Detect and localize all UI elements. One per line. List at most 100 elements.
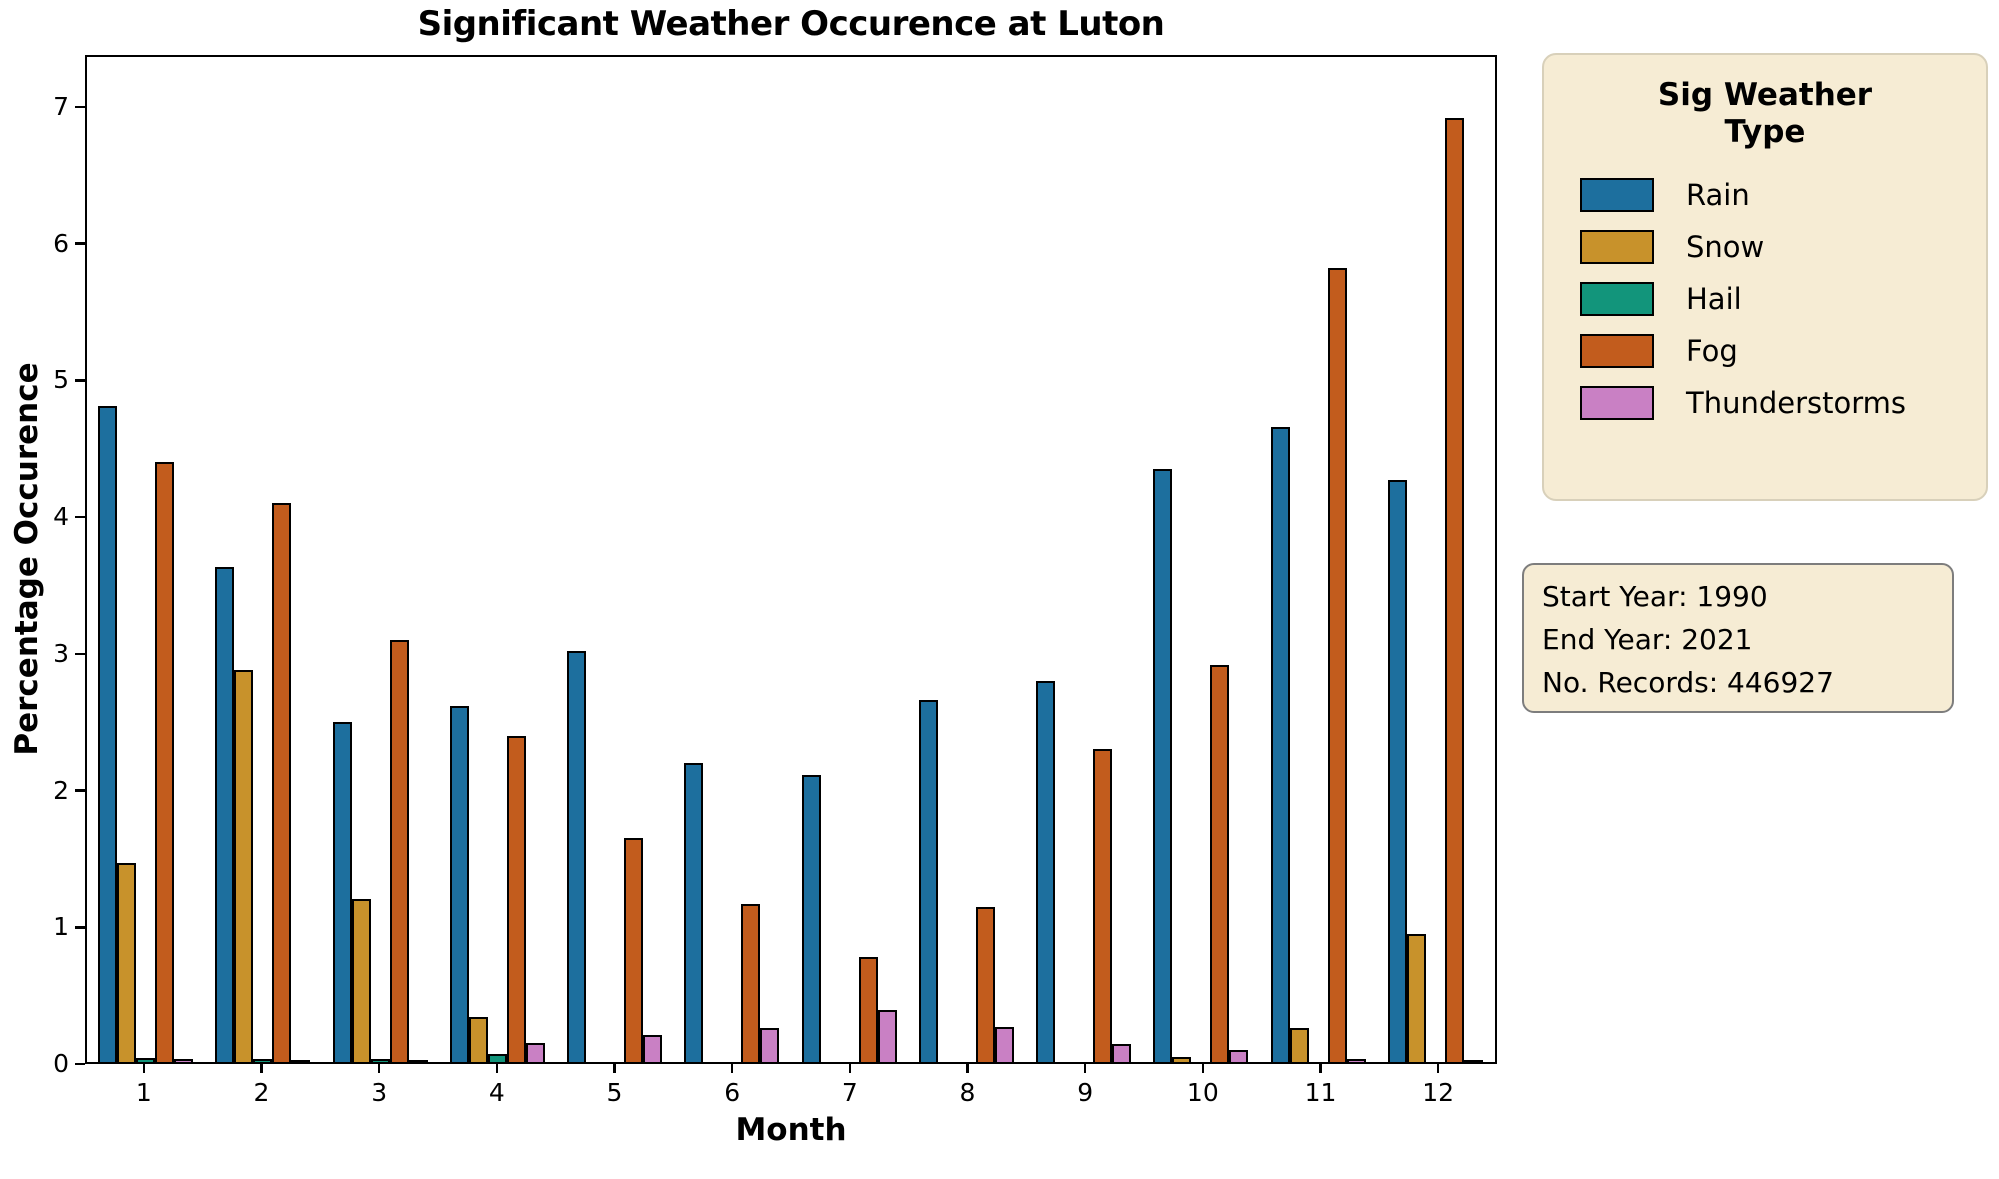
x-tick-label-6: 6 [724, 1078, 741, 1107]
info-line-start-year: Start Year: 1990 [1542, 580, 1768, 613]
x-tick-label-3: 3 [371, 1078, 388, 1107]
bar-rain-month-5 [567, 651, 587, 1062]
bar-rain-month-4 [449, 705, 469, 1062]
bar-group-month-1 [98, 58, 194, 1062]
bar-group-month-6 [684, 58, 780, 1062]
bar-rain-month-1 [98, 406, 118, 1062]
bar-rain-month-2 [215, 566, 235, 1062]
x-tick-label-8: 8 [959, 1078, 976, 1107]
bar-hail-month-3 [370, 1059, 390, 1062]
x-tick-mark-3 [377, 1064, 381, 1073]
info-box: Start Year: 1990 End Year: 2021 No. Reco… [1522, 563, 1954, 713]
info-line-records: No. Records: 446927 [1542, 666, 1834, 699]
bar-thunderstorms-month-9 [1112, 1044, 1132, 1062]
bar-group-month-5 [567, 58, 663, 1062]
x-tick-mark-8 [966, 1064, 969, 1073]
legend-title: Sig Weather Type [1544, 77, 1986, 151]
legend-title-line-1: Sig Weather [1657, 77, 1873, 113]
bar-thunderstorms-month-4 [525, 1042, 545, 1062]
legend-item-thunderstorms: Thunderstorms [1544, 377, 1986, 429]
bar-fog-month-2 [272, 502, 292, 1062]
bar-fog-month-5 [624, 837, 644, 1062]
x-tick-mark-6 [730, 1064, 734, 1073]
x-tick-label-2: 2 [253, 1078, 270, 1107]
bar-fog-month-8 [975, 906, 995, 1062]
x-tick-label-12: 12 [1422, 1078, 1455, 1107]
bar-snow-month-2 [234, 670, 254, 1062]
bar-thunderstorms-month-5 [643, 1034, 663, 1062]
legend-swatch-thunderstorms [1580, 386, 1654, 420]
y-tick-mark-1 [75, 926, 85, 929]
x-tick-label-9: 9 [1077, 1078, 1094, 1107]
bar-group-month-12 [1387, 58, 1483, 1062]
legend-label-fog: Fog [1686, 334, 1738, 368]
bar-snow-month-4 [468, 1017, 488, 1062]
x-tick-label-11: 11 [1304, 1078, 1337, 1107]
bar-fog-month-3 [389, 640, 409, 1062]
y-tick-label-5: 5 [53, 365, 69, 395]
legend-label-rain: Rain [1686, 178, 1750, 212]
y-tick-label-3: 3 [53, 638, 69, 668]
x-tick-label-7: 7 [841, 1078, 858, 1107]
legend: Sig Weather Type Rain Snow Hail Fog Thunders… [1542, 53, 1988, 501]
bar-thunderstorms-month-11 [1346, 1059, 1366, 1062]
bar-snow-month-10 [1172, 1056, 1192, 1062]
legend-label-snow: Snow [1686, 230, 1765, 264]
x-tick-mark-7 [848, 1064, 852, 1073]
bar-hail-month-2 [253, 1059, 273, 1062]
legend-label-hail: Hail [1686, 282, 1742, 316]
bar-snow-month-1 [117, 863, 137, 1062]
bar-thunderstorms-month-2 [291, 1059, 311, 1062]
bar-fog-month-9 [1093, 749, 1113, 1062]
x-tick-mark-5 [613, 1064, 616, 1073]
bar-snow-month-12 [1406, 934, 1426, 1062]
x-tick-mark-1 [142, 1064, 146, 1073]
bar-thunderstorms-month-12 [1463, 1059, 1483, 1062]
x-tick-mark-4 [495, 1064, 499, 1073]
bar-thunderstorms-month-1 [174, 1059, 194, 1062]
y-tick-label-1: 1 [53, 912, 69, 942]
bar-fog-month-12 [1444, 117, 1464, 1062]
legend-swatch-snow [1580, 230, 1654, 264]
y-tick-label-4: 4 [53, 502, 69, 532]
bar-fog-month-1 [155, 462, 175, 1062]
bar-rain-month-10 [1153, 468, 1173, 1062]
bar-rain-month-11 [1270, 426, 1290, 1062]
bar-rain-month-9 [1036, 681, 1056, 1062]
bar-rain-month-12 [1387, 479, 1407, 1062]
y-tick-label-7: 7 [53, 91, 69, 121]
legend-items: Rain Snow Hail Fog Thunderstorms [1544, 169, 1986, 429]
x-tick-mark-10 [1201, 1064, 1205, 1073]
bar-group-month-9 [1036, 58, 1132, 1062]
bar-rain-month-3 [332, 721, 352, 1062]
legend-swatch-rain [1580, 178, 1654, 212]
x-tick-label-4: 4 [488, 1078, 505, 1107]
y-tick-mark-4 [75, 515, 85, 519]
y-tick-mark-7 [75, 105, 85, 109]
y-tick-mark-0 [75, 1062, 85, 1066]
x-tick-label-5: 5 [606, 1078, 623, 1107]
x-axis-title: Month [735, 1112, 847, 1148]
bar-rain-month-7 [801, 774, 821, 1062]
bar-group-month-11 [1270, 58, 1366, 1062]
legend-title-line-2: Type [1724, 114, 1806, 150]
x-tick-label-1: 1 [135, 1078, 152, 1107]
bar-thunderstorms-month-8 [994, 1026, 1014, 1062]
y-tick-mark-5 [75, 379, 85, 382]
legend-item-rain: Rain [1544, 169, 1986, 221]
bar-rain-month-6 [684, 762, 704, 1062]
bar-group-month-2 [215, 58, 311, 1062]
y-tick-mark-3 [75, 652, 85, 656]
x-tick-mark-12 [1436, 1064, 1440, 1073]
legend-item-fog: Fog [1544, 325, 1986, 377]
bar-fog-month-10 [1210, 664, 1230, 1062]
y-axis-title: Percentage Occurence [9, 362, 45, 756]
legend-label-thunderstorms: Thunderstorms [1686, 386, 1907, 420]
plot-area [85, 55, 1497, 1064]
bar-snow-month-11 [1289, 1028, 1309, 1062]
chart-title: Significant Weather Occurence at Luton [417, 4, 1165, 44]
bar-group-month-10 [1153, 58, 1249, 1062]
bar-fog-month-7 [858, 957, 878, 1062]
bar-group-month-8 [918, 58, 1014, 1062]
